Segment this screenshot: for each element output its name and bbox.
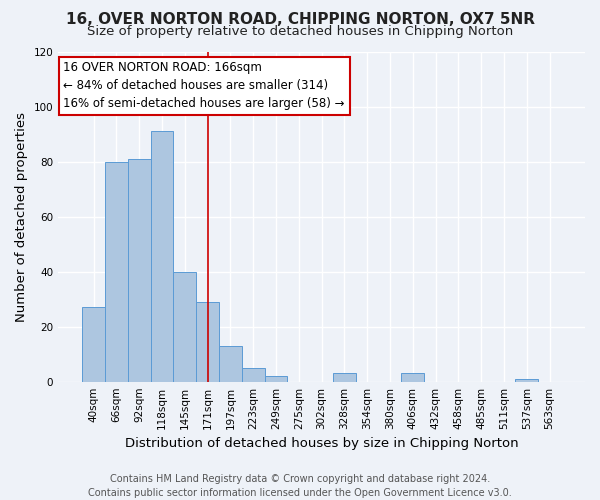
Bar bbox=[105, 162, 128, 382]
Bar bbox=[401, 374, 424, 382]
Bar bbox=[242, 368, 265, 382]
Text: 16 OVER NORTON ROAD: 166sqm
← 84% of detached houses are smaller (314)
16% of se: 16 OVER NORTON ROAD: 166sqm ← 84% of det… bbox=[64, 62, 345, 110]
Text: 16, OVER NORTON ROAD, CHIPPING NORTON, OX7 5NR: 16, OVER NORTON ROAD, CHIPPING NORTON, O… bbox=[65, 12, 535, 28]
Bar bbox=[128, 159, 151, 382]
Bar bbox=[196, 302, 219, 382]
Bar bbox=[173, 272, 196, 382]
Text: Size of property relative to detached houses in Chipping Norton: Size of property relative to detached ho… bbox=[87, 25, 513, 38]
Bar bbox=[82, 308, 105, 382]
Y-axis label: Number of detached properties: Number of detached properties bbox=[15, 112, 28, 322]
Bar bbox=[151, 132, 173, 382]
Bar bbox=[219, 346, 242, 382]
Bar bbox=[265, 376, 287, 382]
Text: Contains HM Land Registry data © Crown copyright and database right 2024.
Contai: Contains HM Land Registry data © Crown c… bbox=[88, 474, 512, 498]
Bar bbox=[515, 379, 538, 382]
X-axis label: Distribution of detached houses by size in Chipping Norton: Distribution of detached houses by size … bbox=[125, 437, 518, 450]
Bar bbox=[333, 374, 356, 382]
